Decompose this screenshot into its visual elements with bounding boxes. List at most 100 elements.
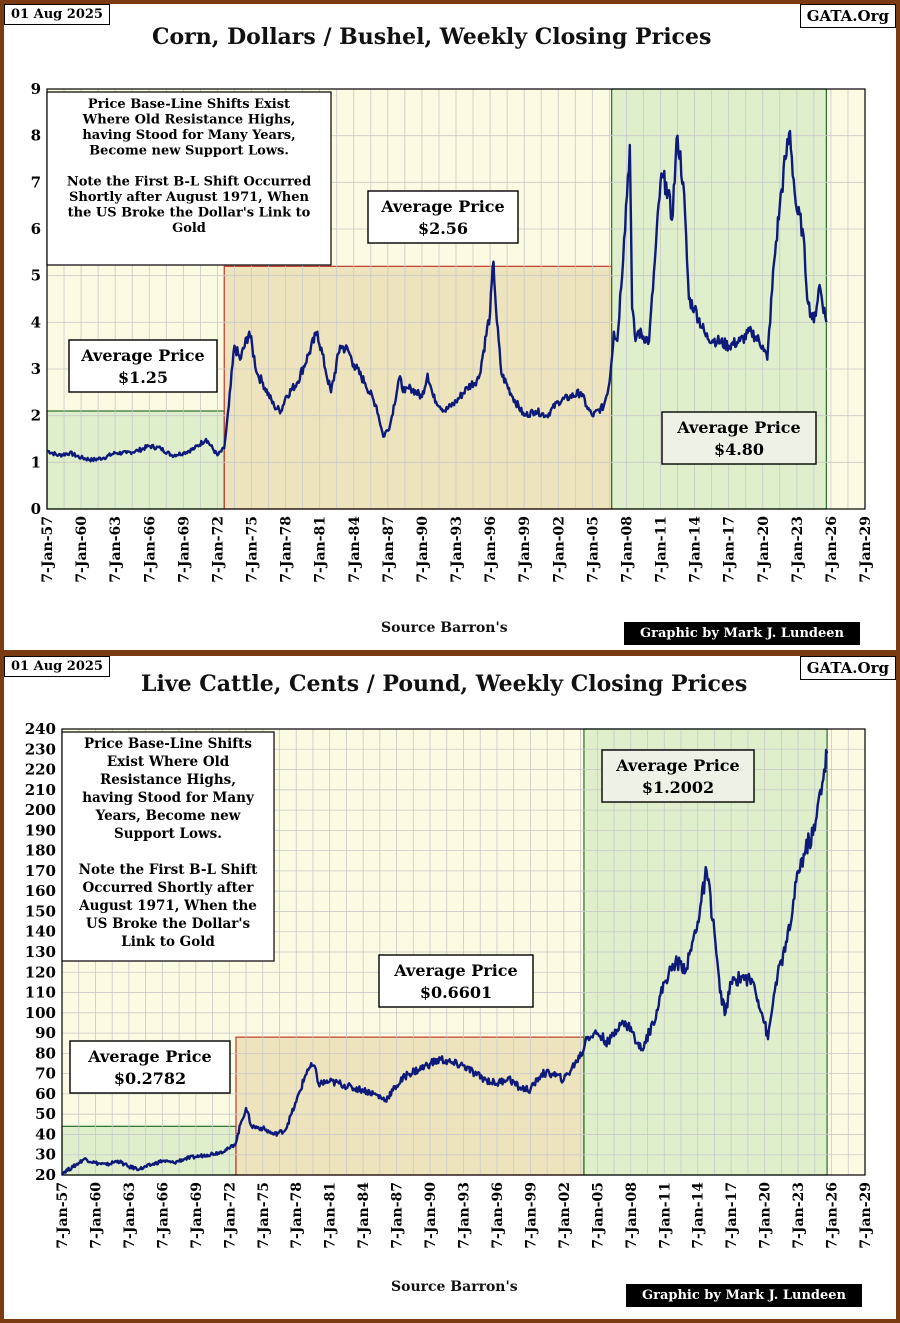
note-line: Shortly after August 1971, When	[69, 190, 310, 205]
y-tick-label: 90	[35, 1024, 56, 1042]
y-tick-label: 120	[25, 963, 56, 981]
note-line: Resistance Highs,	[100, 772, 236, 788]
x-tick-label: 7-Jan-90	[423, 1182, 439, 1249]
x-tick-label: 7-Jan-05	[585, 516, 601, 583]
x-tick-label: 7-Jan-75	[256, 1182, 272, 1249]
source-label: Source Barron's	[381, 620, 508, 636]
plot-frame	[46, 88, 866, 510]
price-region	[223, 265, 613, 510]
x-tick-label: 7-Jan-66	[155, 1182, 171, 1249]
note-line: Exist Where Old	[107, 754, 230, 770]
average-price-value: $0.6601	[420, 983, 492, 1002]
y-tick-label: 110	[25, 984, 56, 1002]
y-tick-label: 220	[25, 761, 56, 779]
y-tick-label: 8	[31, 127, 41, 145]
source-label: Source Barron's	[391, 1279, 518, 1295]
average-price-label: Average Price	[80, 346, 204, 365]
y-tick-label: 200	[25, 801, 56, 819]
y-tick-label: 7	[31, 173, 41, 191]
date-label: 01 Aug 2025	[4, 4, 110, 25]
note-line: having Stood for Many	[82, 790, 255, 806]
site-label: GATA.Org	[799, 656, 896, 680]
note-box	[46, 91, 332, 266]
cattle-panel: 01 Aug 2025 GATA.Org Live Cattle, Cents …	[4, 656, 896, 1319]
x-tick-label: 7-Jan-29	[858, 516, 874, 583]
price-series-line	[61, 748, 829, 1176]
x-tick-label: 7-Jan-29	[858, 1182, 874, 1249]
y-tick-label: 190	[25, 821, 56, 839]
x-tick-label: 7-Jan-57	[55, 1182, 71, 1249]
note-line: Support Lows.	[114, 826, 222, 842]
y-tick-label: 240	[25, 720, 56, 738]
x-tick-label: 7-Jan-81	[323, 1182, 339, 1249]
x-tick-label: 7-Jan-78	[279, 516, 295, 583]
y-tick-label: 3	[31, 360, 41, 378]
x-tick-label: 7-Jan-60	[74, 516, 90, 583]
y-tick-label: 80	[35, 1044, 56, 1062]
x-tick-label: 7-Jan-72	[210, 516, 226, 583]
note-line: the US Broke the Dollar's Link to	[68, 206, 311, 221]
average-price-label: Average Price	[676, 418, 800, 437]
x-tick-label: 7-Jan-78	[289, 1182, 305, 1249]
x-tick-label: 7-Jan-81	[313, 516, 329, 583]
y-tick-label: 130	[25, 943, 56, 961]
average-price-box	[601, 749, 755, 803]
x-tick-label: 7-Jan-69	[176, 516, 192, 583]
average-price-box	[661, 411, 817, 465]
x-tick-label: 7-Jan-90	[415, 516, 431, 583]
average-price-label: Average Price	[393, 961, 517, 980]
x-tick-label: 7-Jan-93	[457, 1182, 473, 1249]
chart-title: Corn, Dollars / Bushel, Weekly Closing P…	[152, 24, 712, 50]
x-tick-label: 7-Jan-63	[108, 516, 124, 583]
x-tick-label: 7-Jan-02	[557, 1182, 573, 1249]
x-tick-label: 7-Jan-93	[449, 516, 465, 583]
x-tick-label: 7-Jan-17	[722, 516, 738, 583]
x-tick-label: 7-Jan-26	[825, 1182, 841, 1249]
x-tick-label: 7-Jan-17	[724, 1182, 740, 1249]
price-region	[235, 1036, 585, 1176]
note-line: Years, Become new	[95, 808, 241, 824]
x-tick-label: 7-Jan-26	[824, 516, 840, 583]
x-tick-label: 7-Jan-02	[551, 516, 567, 583]
y-tick-label: 50	[35, 1105, 56, 1123]
x-tick-label: 7-Jan-87	[390, 1182, 406, 1249]
x-tick-label: 7-Jan-11	[654, 516, 670, 583]
average-price-label: Average Price	[615, 756, 739, 775]
y-tick-label: 9	[31, 80, 41, 98]
average-price-label: Average Price	[380, 197, 504, 216]
average-price-box	[378, 954, 534, 1008]
x-tick-label: 7-Jan-60	[88, 1182, 104, 1249]
average-price-value: $1.25	[118, 368, 168, 387]
average-price-value: $0.2782	[114, 1069, 186, 1088]
x-tick-label: 7-Jan-69	[189, 1182, 205, 1249]
credit-label: Graphic by Mark J. Lundeen	[624, 622, 860, 645]
note-line: Price Base-Line Shifts	[84, 736, 252, 752]
y-tick-label: 40	[35, 1125, 56, 1143]
x-tick-label: 7-Jan-20	[756, 516, 772, 583]
y-tick-label: 210	[25, 781, 56, 799]
y-tick-label: 150	[25, 902, 56, 920]
note-line: US Broke the Dollar's	[86, 916, 251, 932]
price-region	[61, 1125, 237, 1176]
x-tick-label: 7-Jan-08	[624, 1182, 640, 1249]
y-tick-label: 2	[31, 407, 41, 425]
x-tick-label: 7-Jan-72	[222, 1182, 238, 1249]
x-tick-label: 7-Jan-57	[40, 516, 56, 583]
note-line: Note the First B-L Shift Occurred	[67, 175, 311, 190]
average-price-value: $4.80	[714, 440, 764, 459]
y-tick-label: 230	[25, 740, 56, 758]
y-tick-label: 30	[35, 1146, 56, 1164]
x-tick-label: 7-Jan-96	[483, 516, 499, 583]
note-line: Link to Gold	[121, 934, 215, 950]
y-tick-label: 20	[35, 1166, 56, 1184]
credit-label: Graphic by Mark J. Lundeen	[626, 1284, 862, 1307]
y-tick-label: 4	[31, 313, 41, 331]
site-label: GATA.Org	[799, 4, 896, 28]
x-tick-label: 7-Jan-75	[245, 516, 261, 583]
x-tick-label: 7-Jan-84	[347, 516, 363, 583]
y-tick-label: 70	[35, 1065, 56, 1083]
x-tick-label: 7-Jan-23	[790, 516, 806, 583]
x-tick-label: 7-Jan-14	[688, 516, 704, 583]
average-price-value: $2.56	[418, 219, 468, 238]
x-tick-label: 7-Jan-87	[381, 516, 397, 583]
